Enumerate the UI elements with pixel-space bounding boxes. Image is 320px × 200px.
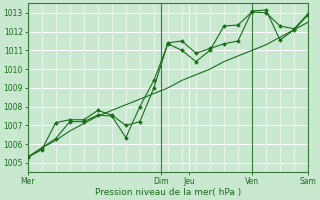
- X-axis label: Pression niveau de la mer( hPa ): Pression niveau de la mer( hPa ): [95, 188, 241, 197]
